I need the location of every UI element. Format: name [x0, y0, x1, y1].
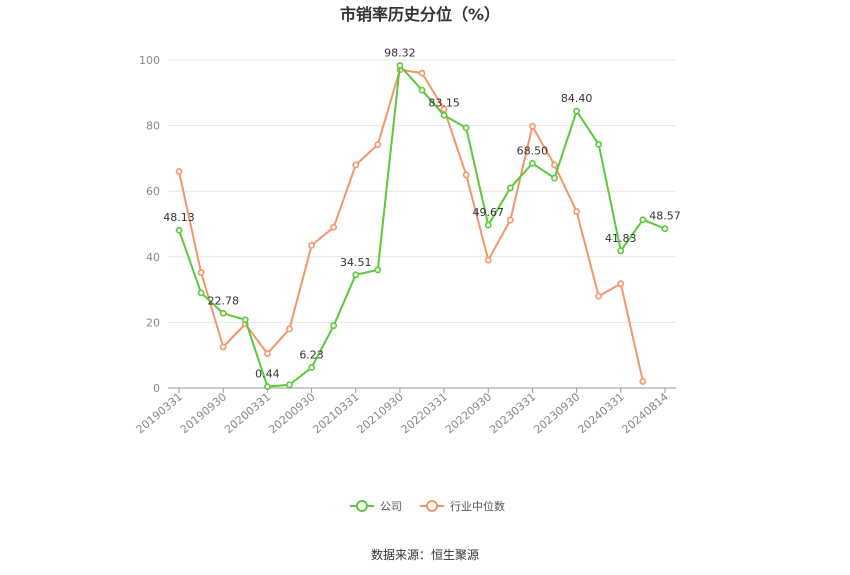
legend-label: 行业中位数: [450, 499, 505, 513]
y-tick-label: 40: [146, 251, 160, 264]
y-axis: 0 20 40 60 80 100: [139, 54, 160, 395]
x-tick-label: 20220331: [399, 390, 450, 436]
data-point: [241, 316, 249, 324]
x-tick-label: 20240814: [620, 390, 671, 436]
data-label: 98.32: [384, 47, 416, 60]
legend[interactable]: 公司 行业中位数: [350, 499, 505, 513]
y-tick-label: 100: [139, 54, 160, 67]
data-label: 48.13: [163, 211, 195, 224]
data-point: [374, 141, 382, 149]
legend-marker: [356, 500, 368, 512]
data-point: [352, 161, 360, 169]
data-point: [462, 171, 470, 179]
x-tick-label: 20190930: [178, 390, 229, 436]
data-point: [440, 111, 448, 119]
x-tick-label: 20200930: [266, 390, 317, 436]
series-line-0: [178, 64, 666, 388]
data-point: [330, 322, 338, 330]
data-point: [330, 223, 338, 231]
data-label: 48.57: [649, 210, 681, 223]
data-point: [617, 247, 625, 255]
x-tick-label: 20210930: [355, 390, 406, 436]
data-point: [462, 124, 470, 132]
data-point: [418, 69, 426, 77]
data-label: 6.23: [299, 349, 324, 362]
data-label: 34.51: [340, 256, 372, 269]
x-tick-label: 20200331: [222, 390, 273, 436]
data-point: [219, 309, 227, 317]
data-point: [263, 350, 271, 357]
legend-marker: [426, 500, 438, 512]
x-tick-label: 20230930: [531, 390, 582, 436]
data-label: 22.78: [207, 294, 239, 307]
data-point: [595, 292, 603, 300]
data-point: [573, 208, 581, 215]
x-axis: 2019033120190930202003312020093020210331…: [134, 387, 676, 436]
data-point: [308, 241, 315, 249]
x-tick-label: 20240331: [575, 390, 626, 436]
data-point: [617, 280, 625, 288]
data-labels: 48.13 22.78 0.44 6.23 34.51 98.32 83.15 49.67 68…: [163, 47, 680, 381]
data-point: [573, 107, 581, 115]
data-point: [551, 174, 558, 182]
data-point: [440, 105, 448, 113]
y-tick-label: 20: [146, 316, 160, 329]
y-tick-label: 60: [146, 185, 160, 198]
data-point: [529, 122, 536, 130]
data-label: 0.44: [255, 368, 280, 381]
series-line-1: [178, 68, 644, 382]
data-point: [529, 159, 536, 167]
data-point: [374, 266, 382, 274]
data-point: [197, 269, 205, 276]
data-point: [484, 221, 492, 229]
legend-item-1[interactable]: 行业中位数: [420, 499, 505, 513]
data-point: [639, 378, 647, 385]
data-point: [197, 289, 205, 297]
data-label: 49.67: [473, 206, 505, 219]
data-label: 41.83: [605, 232, 637, 245]
data-point: [418, 86, 426, 94]
data-point: [286, 381, 293, 389]
x-tick-label: 20190331: [134, 390, 185, 436]
data-point: [551, 161, 558, 169]
data-point: [352, 271, 360, 279]
data-point: [484, 256, 492, 264]
data-point: [175, 168, 183, 175]
x-tick-label: 20230331: [487, 390, 538, 436]
x-tick-label: 20220930: [443, 390, 494, 436]
legend-label: 公司: [380, 500, 402, 513]
grid: [168, 59, 676, 323]
x-tick-label: 20210331: [310, 390, 361, 436]
series-layer: [175, 62, 669, 390]
data-point: [595, 140, 603, 148]
data-point: [263, 383, 271, 390]
legend-item-0[interactable]: 公司: [350, 500, 402, 513]
data-point: [175, 226, 183, 234]
y-tick-label: 0: [153, 382, 160, 395]
data-point: [506, 184, 514, 192]
data-label: 83.15: [428, 96, 460, 109]
y-tick-label: 80: [146, 120, 160, 133]
data-point: [506, 216, 514, 224]
data-label: 68.50: [517, 144, 549, 157]
data-point: [286, 325, 293, 333]
data-label: 84.40: [561, 92, 593, 105]
chart-title: 市销率历史分位（%）: [340, 5, 500, 24]
data-point: [219, 343, 227, 351]
data-point: [308, 364, 315, 371]
data-point: [661, 225, 669, 233]
data-point: [396, 62, 404, 69]
data-point: [639, 216, 647, 224]
source-note: 数据来源：恒生聚源: [371, 547, 479, 562]
